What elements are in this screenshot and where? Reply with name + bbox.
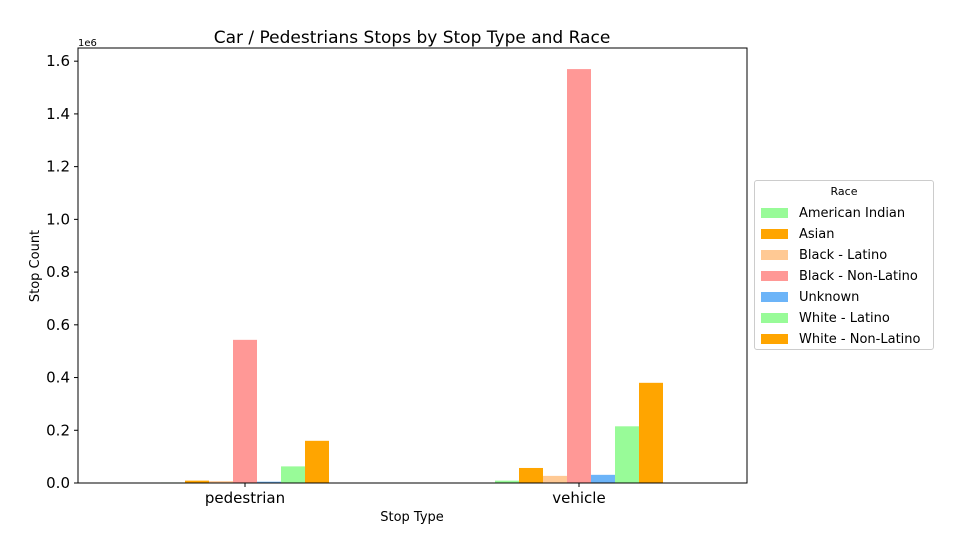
- bar-black-non-latino-pedestrian: [233, 339, 257, 483]
- bar-white-non-latino-vehicle: [639, 382, 663, 483]
- y-axis-multiplier: 1e6: [78, 38, 97, 49]
- legend-swatch: [761, 292, 788, 302]
- legend-item: Black - Latino: [761, 246, 887, 264]
- bar-white-latino-vehicle: [615, 426, 639, 483]
- legend-swatch: [761, 208, 788, 218]
- legend-swatch: [761, 313, 788, 323]
- legend-item: Black - Non-Latino: [761, 267, 918, 285]
- x-tick-label: pedestrian: [205, 489, 285, 507]
- x-axis-label: Stop Type: [380, 510, 444, 525]
- legend: Race American Indian Asian Black - Latino B…: [754, 180, 934, 350]
- y-tick-label: 0.4: [46, 369, 70, 387]
- legend-label: Black - Non-Latino: [799, 268, 918, 284]
- legend-item: Unknown: [761, 288, 859, 306]
- legend-item: White - Non-Latino: [761, 330, 920, 348]
- y-tick-label: 1.0: [46, 210, 70, 228]
- y-tick-label: 0.0: [46, 474, 70, 492]
- bar-white-non-latino-pedestrian: [305, 440, 329, 483]
- legend-item: White - Latino: [761, 309, 890, 327]
- legend-label: White - Latino: [799, 310, 890, 326]
- legend-item: American Indian: [761, 204, 905, 222]
- y-tick-label: 1.2: [46, 158, 70, 176]
- bar-asian-vehicle: [519, 467, 543, 483]
- legend-label: American Indian: [799, 205, 906, 221]
- legend-swatch: [761, 250, 788, 260]
- legend-label: Unknown: [799, 289, 860, 305]
- bar-black-non-latino-vehicle: [567, 69, 591, 483]
- legend-label: Asian: [799, 226, 835, 242]
- y-axis: 0.0 0.2 0.4 0.6 0.8 1.0 1.2 1.4 1.6: [46, 52, 78, 492]
- y-tick-label: 0.8: [46, 263, 70, 281]
- y-tick-label: 0.6: [46, 316, 70, 334]
- y-tick-label: 1.4: [46, 105, 70, 123]
- x-axis: pedestrian vehicle: [205, 483, 606, 507]
- chart-title: Car / Pedestrians Stops by Stop Type and…: [214, 28, 611, 48]
- legend-label: White - Non-Latino: [799, 331, 921, 347]
- bar-american-indian-vehicle: [495, 480, 519, 483]
- bar-black-latino-vehicle: [543, 475, 567, 483]
- bar-unknown-pedestrian: [257, 481, 281, 483]
- legend-swatch: [761, 271, 788, 281]
- bars-group: [161, 69, 663, 483]
- legend-swatch: [761, 334, 788, 344]
- legend-label: Black - Latino: [799, 247, 888, 263]
- y-tick-label: 1.6: [46, 52, 70, 70]
- bar-unknown-vehicle: [591, 474, 615, 483]
- y-tick-label: 0.2: [46, 421, 70, 439]
- legend-title: Race: [830, 185, 858, 198]
- legend-swatch: [761, 229, 788, 239]
- legend-item: Asian: [761, 225, 834, 243]
- bar-asian-pedestrian: [185, 480, 209, 483]
- x-tick-label: vehicle: [552, 489, 605, 507]
- plot-frame: [77, 47, 748, 484]
- y-axis-label: Stop Count: [28, 230, 43, 302]
- bar-white-latino-pedestrian: [281, 466, 305, 483]
- bar-black-latino-pedestrian: [209, 481, 233, 483]
